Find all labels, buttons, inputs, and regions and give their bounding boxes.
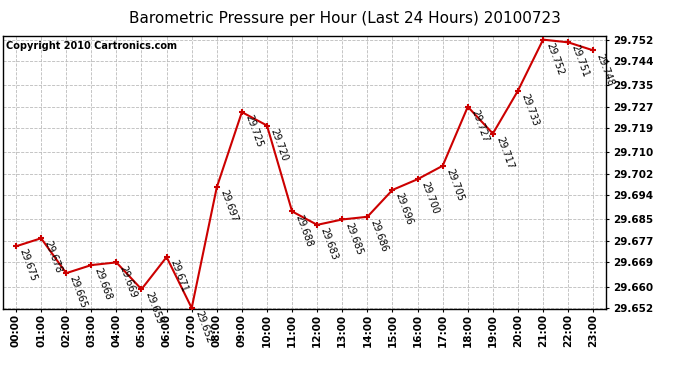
Text: 29.652: 29.652 bbox=[193, 309, 214, 345]
Text: 29.697: 29.697 bbox=[218, 189, 239, 224]
Text: 29.717: 29.717 bbox=[494, 135, 515, 170]
Text: 29.752: 29.752 bbox=[544, 41, 566, 76]
Text: 29.696: 29.696 bbox=[394, 191, 415, 226]
Text: 29.705: 29.705 bbox=[444, 167, 465, 202]
Text: Barometric Pressure per Hour (Last 24 Hours) 20100723: Barometric Pressure per Hour (Last 24 Ho… bbox=[129, 11, 561, 26]
Text: 29.727: 29.727 bbox=[469, 108, 490, 144]
Text: 29.725: 29.725 bbox=[244, 114, 264, 149]
Text: 29.748: 29.748 bbox=[595, 52, 615, 87]
Text: 29.668: 29.668 bbox=[92, 267, 114, 302]
Text: 29.665: 29.665 bbox=[68, 274, 88, 310]
Text: 29.685: 29.685 bbox=[344, 221, 364, 256]
Text: 29.675: 29.675 bbox=[17, 248, 39, 283]
Text: 29.720: 29.720 bbox=[268, 127, 289, 162]
Text: 29.669: 29.669 bbox=[118, 264, 139, 299]
Text: 29.751: 29.751 bbox=[569, 44, 591, 79]
Text: 29.678: 29.678 bbox=[43, 240, 63, 275]
Text: 29.686: 29.686 bbox=[368, 218, 390, 253]
Text: 29.733: 29.733 bbox=[520, 92, 540, 127]
Text: Copyright 2010 Cartronics.com: Copyright 2010 Cartronics.com bbox=[6, 41, 177, 51]
Text: 29.683: 29.683 bbox=[319, 226, 339, 261]
Text: 29.659: 29.659 bbox=[143, 291, 164, 326]
Text: 29.688: 29.688 bbox=[293, 213, 315, 248]
Text: 29.671: 29.671 bbox=[168, 258, 189, 294]
Text: 29.700: 29.700 bbox=[419, 181, 440, 216]
